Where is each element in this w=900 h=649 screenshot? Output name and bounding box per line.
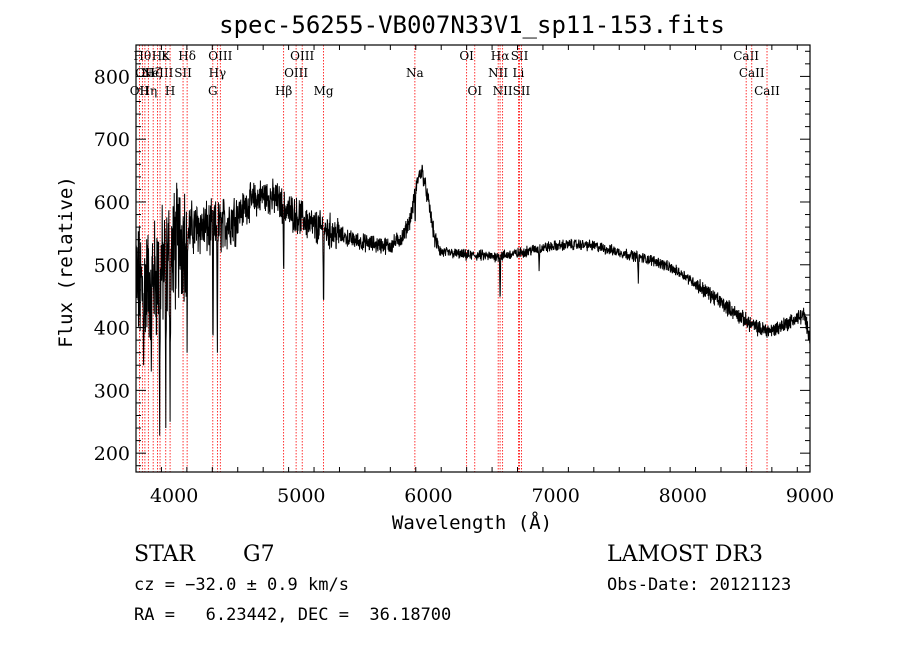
line-label-22: Hα [491, 49, 510, 63]
line-label-24: Li [512, 66, 524, 80]
line-label-6: Hε [152, 49, 169, 63]
line-label-11: G [208, 84, 218, 98]
line-label-25: SII [511, 49, 529, 63]
y-tick-label-6: 800 [94, 66, 130, 88]
line-label-12: Hγ [209, 66, 227, 80]
object-subclass: G7 [243, 542, 275, 567]
line-label-17: Mg [314, 84, 334, 98]
y-tick-label-3: 500 [94, 255, 130, 277]
line-label-29: CaII [754, 84, 780, 98]
line-label-9: SII [174, 66, 192, 80]
y-axis-label: Flux (relative) [55, 176, 77, 348]
spectrum-line [135, 164, 811, 436]
y-tick-label-0: 200 [94, 443, 130, 465]
line-label-26: SII [513, 84, 531, 98]
x-tick-label-4: 8000 [659, 485, 707, 507]
object-class: STAR [134, 542, 196, 567]
survey-name: LAMOST DR3 [607, 542, 763, 567]
line-label-16: OIII [290, 49, 314, 63]
y-tick-label-1: 300 [94, 380, 130, 402]
line-label-0: OII [130, 84, 150, 98]
x-tick-label-0: 4000 [150, 485, 198, 507]
x-tick-label-5: 9000 [786, 485, 834, 507]
line-label-20: OI [467, 84, 482, 98]
y-tick-label-4: 600 [94, 192, 130, 214]
line-label-3: Hη [140, 84, 158, 98]
x-tick-label-1: 5000 [277, 485, 325, 507]
line-label-23: NII [493, 84, 513, 98]
line-label-13: OIII [208, 49, 232, 63]
redshift-text: cz = −32.0 ± 0.9 km/s [134, 575, 349, 595]
plot-frame [135, 44, 811, 473]
coordinates-text: RA = 6.23442, DEC = 36.18700 [134, 605, 451, 625]
line-label-10: Hδ [178, 49, 196, 63]
y-tick-label-2: 400 [94, 318, 130, 340]
line-label-1: Hθ [134, 49, 152, 63]
x-axis-label: Wavelength (Å) [392, 511, 552, 534]
x-tick-label-2: 6000 [404, 485, 452, 507]
line-label-18: Na [406, 66, 424, 80]
line-label-19: OI [459, 49, 474, 63]
line-label-5: NeIII [142, 66, 174, 80]
obs-date-text: Obs-Date: 20121123 [607, 575, 791, 595]
x-tick-label-3: 7000 [531, 485, 579, 507]
line-label-27: CaII [733, 49, 759, 63]
line-label-28: CaII [739, 66, 765, 80]
chart-title: spec-56255-VB007N33V1_sp11-153.fits [219, 11, 725, 39]
spectral-line-markers: OIIHθOIIHηHζNeIIIHεKHSIIHδGHγOIIIHβOIIIO… [130, 45, 780, 472]
axis-ticks: 4000 5000 6000 7000 8000 9000 200 300 400 500 600 7… [94, 45, 834, 507]
y-tick-label-5: 700 [94, 129, 130, 151]
line-label-14: Hβ [275, 84, 292, 98]
line-label-8: H [165, 84, 175, 98]
line-label-21: NII [488, 66, 508, 80]
line-label-7: K [161, 49, 171, 63]
spectrum-series [135, 164, 811, 436]
line-label-15: OIII [284, 66, 308, 80]
